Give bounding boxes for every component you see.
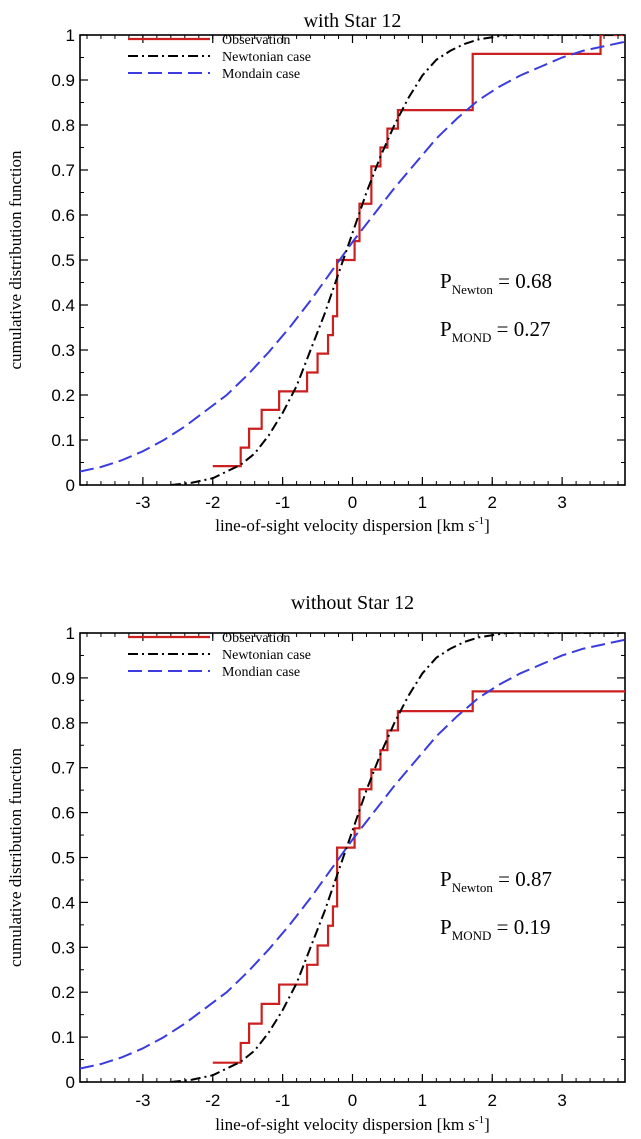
legend-label: Newtonian case xyxy=(222,648,311,663)
chart-title: with Star 12 xyxy=(304,10,402,32)
x-axis-label: line-of-sight velocity dispersion [km s-… xyxy=(215,515,490,535)
y-tick-label: 0.2 xyxy=(51,386,75,405)
legend-label: Observation xyxy=(222,631,290,646)
x-tick-label: 3 xyxy=(557,493,566,512)
legend-label: Newtonian case xyxy=(222,50,311,65)
series-line-mondian-case xyxy=(80,638,625,1070)
y-tick-label: 0.7 xyxy=(51,161,75,180)
x-axis-label: line-of-sight velocity dispersion [km s-… xyxy=(215,1114,490,1134)
x-tick-label: -2 xyxy=(205,1091,220,1110)
x-tick-label: 1 xyxy=(418,493,427,512)
y-tick-label: 0.9 xyxy=(51,669,75,688)
plot-frame xyxy=(79,632,626,1083)
p-newton-annotation: PNewton = 0.68 xyxy=(440,269,552,297)
y-tick-label: 0.1 xyxy=(51,431,75,450)
x-tick-label: -1 xyxy=(275,1091,290,1110)
p-mond-sub: MOND xyxy=(452,928,492,943)
chart-panel-2: without Star 12 -3 -2 -1 0 1 2 3 0 0.1 0.2 0.3 0.4 0.… xyxy=(6,592,626,1134)
y-tick-label: 0.8 xyxy=(51,714,75,733)
y-tick-label: 0.4 xyxy=(51,893,75,912)
p-newton-annotation: PNewton = 0.87 xyxy=(440,867,552,895)
y-tick-label: 0.8 xyxy=(51,116,75,135)
y-tick-label: 0.3 xyxy=(51,938,75,957)
y-tick-label: 0.6 xyxy=(51,206,75,225)
y-tick-label: 0.6 xyxy=(51,804,75,823)
p-mond-annotation: PMOND = 0.19 xyxy=(440,915,551,943)
y-tick-label: 0.1 xyxy=(51,1028,75,1047)
series-line-mondain-case xyxy=(80,40,625,473)
p-mond-value: = 0.19 xyxy=(491,915,550,939)
x-axis-label-main: line-of-sight velocity dispersion [km s xyxy=(215,1115,475,1134)
x-tick-label: 0 xyxy=(348,493,357,512)
series-line-newtonian-case xyxy=(170,35,625,485)
p-newton-main: P xyxy=(440,269,452,293)
x-tick-label: 2 xyxy=(488,1091,497,1110)
x-tick-label: 2 xyxy=(488,493,497,512)
p-mond-sub: MOND xyxy=(452,330,492,345)
series-line-observation xyxy=(212,35,625,468)
y-tick-label: 0.5 xyxy=(51,251,75,270)
x-axis-label-tail: ] xyxy=(484,516,490,535)
x-tick-label: -3 xyxy=(135,1091,150,1110)
y-tick-label: 0.9 xyxy=(51,71,75,90)
x-axis-label-sup: -1 xyxy=(475,1114,484,1126)
y-tick-label: 0.3 xyxy=(51,341,75,360)
legend-label: Mondian case xyxy=(222,665,300,680)
p-mond-main: P xyxy=(440,915,452,939)
series-line-observation xyxy=(212,690,625,1064)
x-tick-label: 1 xyxy=(418,1091,427,1110)
x-tick-label: 0 xyxy=(348,1091,357,1110)
x-tick-label: -3 xyxy=(135,493,150,512)
p-mond-main: P xyxy=(440,317,452,341)
p-newton-value: = 0.87 xyxy=(493,867,552,891)
series-line-newtonian-case xyxy=(170,633,625,1082)
y-tick-label: 0.7 xyxy=(51,759,75,778)
p-newton-sub: Newton xyxy=(452,282,494,297)
y-tick-label: 0.5 xyxy=(51,849,75,868)
x-tick-label: -1 xyxy=(275,493,290,512)
x-tick-label: -2 xyxy=(205,493,220,512)
y-axis-label: cumulative distribution function xyxy=(6,747,25,967)
y-tick-label: 0 xyxy=(66,476,75,495)
y-tick-label: 0 xyxy=(66,1073,75,1092)
p-newton-main: P xyxy=(440,867,452,891)
chart-title: without Star 12 xyxy=(291,592,414,614)
p-newton-value: = 0.68 xyxy=(493,269,552,293)
p-mond-value: = 0.27 xyxy=(491,317,550,341)
x-axis-label-tail: ] xyxy=(484,1115,490,1134)
y-tick-label: 0.2 xyxy=(51,983,75,1002)
x-tick-label: 3 xyxy=(557,1091,566,1110)
y-axis-label: cumulative distribution function xyxy=(6,150,25,370)
legend-label: Mondain case xyxy=(222,67,300,82)
p-newton-sub: Newton xyxy=(452,880,494,895)
legend-label: Observation xyxy=(222,33,290,48)
x-axis-label-sup: -1 xyxy=(475,515,484,527)
chart-panel-1: with Star 12 -3 -2 -1 0 1 2 3 0 0.1 0.2 0.3 0.4 0.5 0.… xyxy=(6,10,626,535)
y-tick-label: 1 xyxy=(66,624,75,643)
y-tick-label: 1 xyxy=(66,26,75,45)
x-axis-label-main: line-of-sight velocity dispersion [km s xyxy=(215,516,475,535)
p-mond-annotation: PMOND = 0.27 xyxy=(440,317,551,345)
y-tick-label: 0.4 xyxy=(51,296,75,315)
